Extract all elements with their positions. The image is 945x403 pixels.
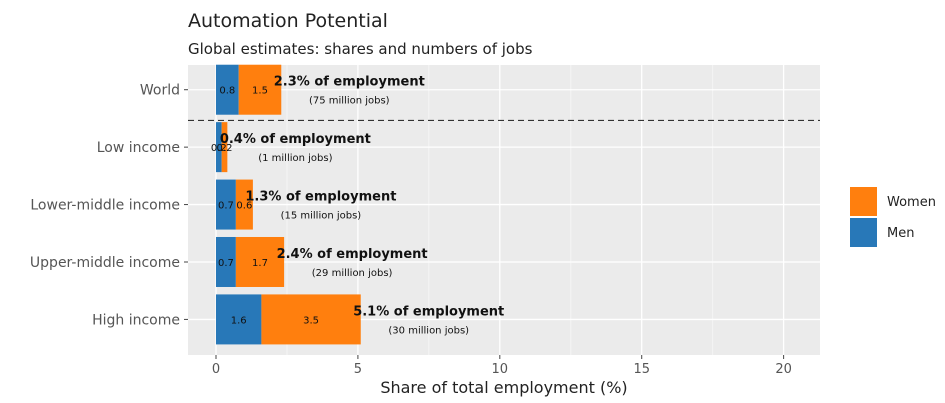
- annotation-share: 5.1% of employment: [353, 304, 504, 319]
- bar-value-label: 1.7: [252, 258, 268, 269]
- bar-women: [238, 64, 282, 115]
- bar-value-label: 0.6: [236, 201, 252, 212]
- legend-label-men: Men: [887, 226, 914, 241]
- y-tick-label: Upper-middle income: [30, 255, 180, 271]
- x-tick-label: 10: [492, 362, 509, 377]
- y-tick-label: High income: [92, 312, 180, 328]
- x-axis-label: Share of total employment (%): [380, 378, 627, 397]
- bar-men: [216, 294, 262, 345]
- chart-subtitle: Global estimates: shares and numbers of …: [188, 40, 533, 58]
- x-tick-label: 15: [633, 362, 650, 377]
- legend-label-women: Women: [887, 195, 936, 210]
- gridlines: [188, 65, 820, 355]
- bar-men: [216, 236, 236, 287]
- annotations: 2.3% of employment (75 million jobs) 0.4% …: [220, 75, 504, 337]
- x-tick-label: 0: [212, 362, 220, 377]
- legend: Women Men: [850, 187, 936, 247]
- bar-value-label: 0.7: [218, 201, 234, 212]
- bar-value-label: 1.6: [231, 315, 247, 326]
- y-tick-label: Low income: [97, 140, 180, 156]
- bar-value-label: 0.8: [219, 86, 235, 97]
- segment-labels: 0.8 1.50.20.20.7 0.60.7 1.71.6 3.5: [211, 86, 319, 327]
- legend-swatch-men: [850, 218, 877, 247]
- bar-women: [221, 122, 228, 173]
- bar-segments: [216, 64, 361, 345]
- bar-men: [216, 122, 222, 173]
- y-tick-label: World: [140, 83, 180, 99]
- bar-women: [235, 179, 253, 230]
- bar-men: [216, 179, 236, 230]
- bar-value-label: 0.2: [211, 143, 227, 154]
- annotation-share: 0.4% of employment: [220, 132, 371, 147]
- legend-swatch-women: [850, 187, 877, 216]
- x-tick-label: 5: [354, 362, 362, 377]
- chart-title: Automation Potential: [188, 10, 388, 32]
- bar-value-label: 0.2: [217, 143, 233, 154]
- bar-men: [216, 64, 239, 115]
- x-axis: 0 5 10 15 20: [212, 355, 792, 377]
- y-axis: World Low income Lower-middle income Upper-…: [30, 83, 188, 328]
- annotation-jobs: (75 million jobs): [309, 96, 390, 107]
- bar-women: [235, 236, 285, 287]
- annotation-jobs: (15 million jobs): [281, 211, 362, 222]
- bar-value-label: 0.7: [218, 258, 234, 269]
- annotation-jobs: (29 million jobs): [312, 268, 393, 279]
- annotation-share: 1.3% of employment: [245, 190, 396, 205]
- annotation-jobs: (1 million jobs): [258, 153, 332, 164]
- annotation-share: 2.4% of employment: [277, 247, 428, 262]
- bar-value-label: 1.5: [252, 86, 268, 97]
- annotation-jobs: (30 million jobs): [388, 325, 469, 336]
- bar-women: [261, 294, 361, 345]
- x-tick-label: 20: [775, 362, 792, 377]
- annotation-share: 2.3% of employment: [274, 75, 425, 90]
- bar-value-label: 3.5: [303, 315, 319, 326]
- y-tick-label: Lower-middle income: [30, 198, 180, 214]
